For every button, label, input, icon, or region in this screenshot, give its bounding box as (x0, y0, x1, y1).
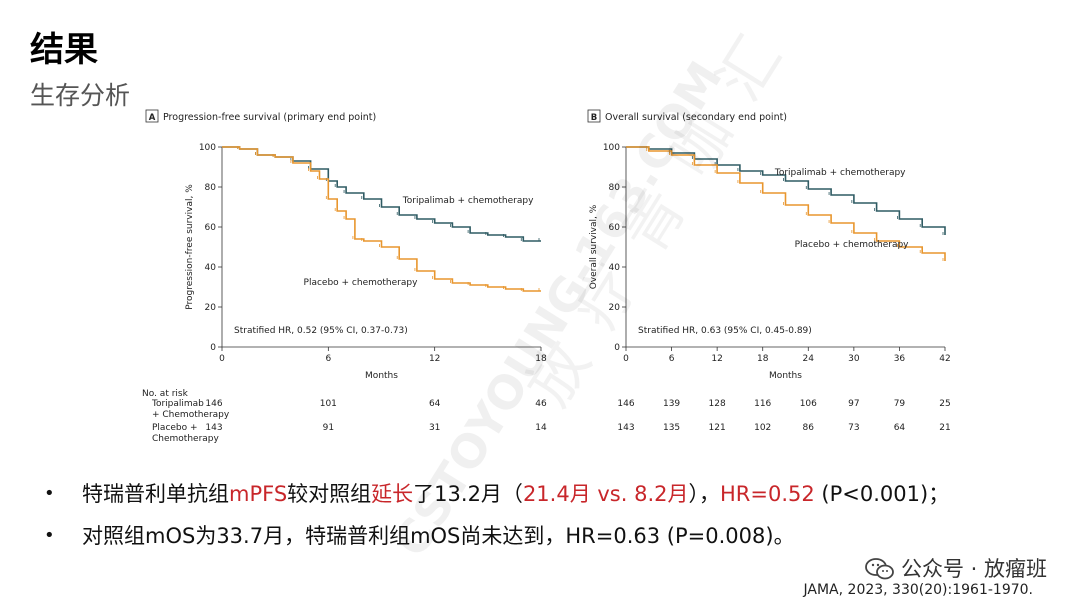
x-tick-label: 24 (803, 354, 815, 364)
page-title: 结果 (30, 30, 98, 70)
at-risk-row-name: Toripalimab (151, 399, 204, 409)
at-risk-value: 86 (803, 423, 815, 433)
panel-letter-box (587, 109, 601, 123)
at-risk-value: 106 (800, 399, 817, 409)
bullet-0-part-1: mPFS (229, 482, 288, 506)
at-risk-value: 73 (848, 423, 859, 433)
wechat-account: 公众号 · 放瘤班 (865, 553, 1047, 583)
bullet-0-part-5: 21.4月 vs. 8.2月 (522, 482, 689, 506)
y-axis-label: Progression-free survival, % (185, 184, 195, 310)
y-tick-label: 40 (205, 263, 217, 273)
y-tick-label: 100 (199, 143, 216, 153)
bullet-0-part-7: HR=0.52 (720, 482, 815, 506)
x-tick-label: 6 (669, 354, 675, 364)
y-tick-label: 80 (205, 183, 217, 193)
at-risk-value: 79 (894, 399, 906, 409)
km-curve-placebo (626, 146, 946, 261)
y-axis-label: Overall survival, % (589, 204, 599, 289)
at-risk-value: 143 (205, 423, 222, 433)
km-curve-toripalimab (222, 146, 541, 242)
x-tick-label: 36 (894, 354, 906, 364)
bullet-list: 特瑞普利单抗组mPFS较对照组延长了13.2月（21.4月 vs. 8.2月），… (44, 476, 949, 560)
bullet-0-part-6: ）， (688, 482, 721, 506)
at-risk-value: 128 (709, 399, 726, 409)
curve-label-0: Toripalimab + chemotherapy (774, 168, 906, 178)
at-risk-value: 21 (939, 423, 950, 433)
x-tick-label: 42 (939, 354, 950, 364)
x-tick-label: 18 (757, 354, 769, 364)
y-tick-label: 20 (205, 303, 217, 313)
at-risk-value: 139 (663, 399, 680, 409)
at-risk-header: No. at risk (142, 389, 189, 399)
bullet-0-part-0: 特瑞普利单抗组 (82, 482, 229, 506)
x-tick-label: 0 (219, 354, 225, 364)
curve-label-1: Placebo + chemotherapy (795, 240, 910, 250)
hr-annotation: Stratified HR, 0.52 (95% CI, 0.37-0.73) (234, 326, 408, 336)
at-risk-row-name: Placebo + (152, 423, 198, 433)
x-tick-label: 12 (711, 354, 722, 364)
y-tick-label: 100 (603, 143, 620, 153)
bullet-0-part-3: 延长 (371, 482, 414, 506)
y-tick-label: 0 (614, 343, 620, 353)
hr-annotation: Stratified HR, 0.63 (95% CI, 0.45-0.89) (638, 326, 812, 336)
y-tick-label: 40 (609, 263, 621, 273)
curve-label-0: Toripalimab + chemotherapy (402, 196, 534, 206)
chart-title: Progression-free survival (primary end p… (163, 112, 376, 123)
at-risk-value: 14 (535, 423, 547, 433)
wechat-label: 公众号 · 放瘤班 (900, 557, 1047, 581)
km-curve-toripalimab (626, 146, 946, 235)
bullet-item-pfs: 特瑞普利单抗组mPFS较对照组延长了13.2月（21.4月 vs. 8.2月），… (44, 476, 949, 518)
y-tick-label: 60 (609, 223, 621, 233)
at-risk-value: 64 (429, 399, 441, 409)
at-risk-row-name2: + Chemotherapy (152, 410, 230, 420)
x-tick-label: 30 (848, 354, 860, 364)
panel-letter-box (145, 109, 159, 123)
x-tick-label: 12 (429, 354, 440, 364)
at-risk-value: 31 (429, 423, 440, 433)
panel-letter: B (591, 113, 597, 123)
at-risk-value: 91 (323, 423, 334, 433)
at-risk-value: 46 (535, 399, 547, 409)
x-axis-label: Months (769, 371, 802, 381)
chart-panel-B: B Overall survival (secondary end point) 0… (587, 109, 951, 433)
page-subtitle: 生存分析 (30, 81, 131, 110)
at-risk-value: 101 (320, 399, 337, 409)
km-curve-placebo (222, 146, 541, 292)
panel-letter: A (149, 113, 156, 123)
chart-title: Overall survival (secondary end point) (605, 112, 787, 123)
x-axis-label: Months (365, 371, 398, 381)
at-risk-value: 143 (617, 423, 634, 433)
x-tick-label: 0 (623, 354, 629, 364)
citation: JAMA, 2023, 330(20):1961-1970. (803, 582, 1033, 598)
chart-panel-A: A Progression-free survival (primary end … (142, 109, 547, 444)
y-tick-label: 20 (609, 303, 621, 313)
at-risk-value: 121 (709, 423, 726, 433)
y-tick-label: 0 (210, 343, 216, 353)
bullet-0-part-4: 了13.2月（ (413, 482, 523, 506)
at-risk-row-name2: Chemotherapy (152, 434, 219, 444)
y-tick-label: 60 (205, 223, 217, 233)
y-tick-label: 80 (609, 183, 621, 193)
curve-label-1: Placebo + chemotherapy (304, 278, 419, 288)
bullet-0-part-2: 较对照组 (287, 482, 372, 506)
bullet-item-os: 对照组mOS为33.7月，特瑞普利组mOS尚未达到，HR=0.63 (P=0.0… (44, 518, 925, 560)
at-risk-value: 146 (205, 399, 222, 409)
at-risk-value: 97 (848, 399, 859, 409)
bullet-0-part-8: (P<0.001)； (814, 482, 950, 506)
at-risk-value: 116 (754, 399, 771, 409)
at-risk-value: 102 (754, 423, 771, 433)
at-risk-value: 25 (939, 399, 950, 409)
x-tick-label: 18 (535, 354, 547, 364)
wechat-icon (865, 558, 894, 580)
at-risk-value: 64 (894, 423, 906, 433)
bullet-1-part-0: 对照组mOS为33.7月，特瑞普利组mOS尚未达到，HR=0.63 (P=0.0… (82, 524, 795, 548)
x-tick-label: 6 (325, 354, 331, 364)
at-risk-value: 135 (663, 423, 680, 433)
at-risk-value: 146 (617, 399, 634, 409)
